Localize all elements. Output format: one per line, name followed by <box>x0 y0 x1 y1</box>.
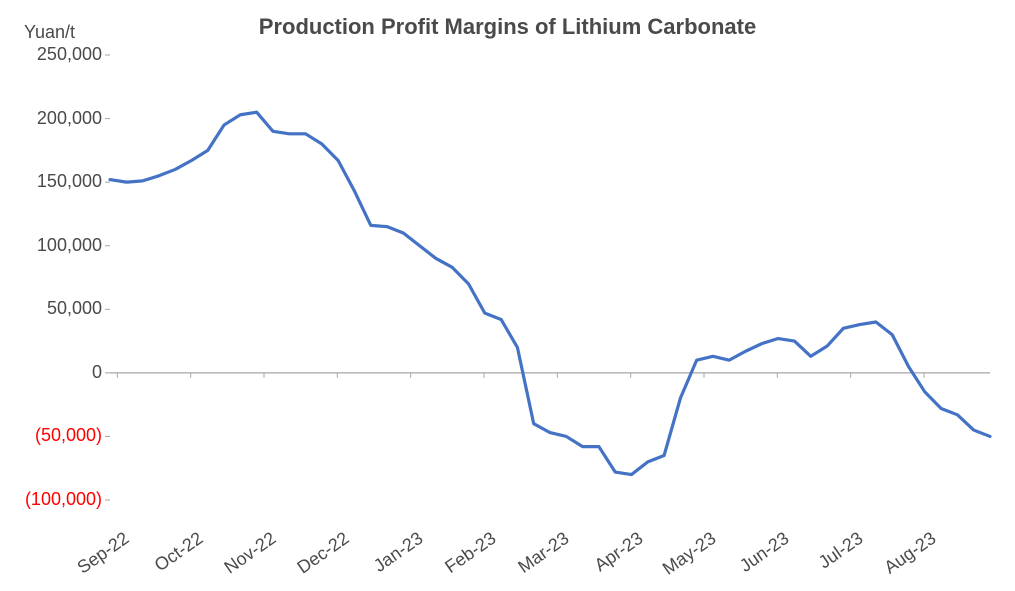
plot-area <box>0 0 1015 586</box>
chart-container: Production Profit Margins of Lithium Car… <box>0 0 1015 586</box>
profit-margin-line <box>110 112 990 474</box>
x-axis-tick-marks <box>117 373 924 378</box>
y-axis-tick-marks <box>105 55 110 500</box>
